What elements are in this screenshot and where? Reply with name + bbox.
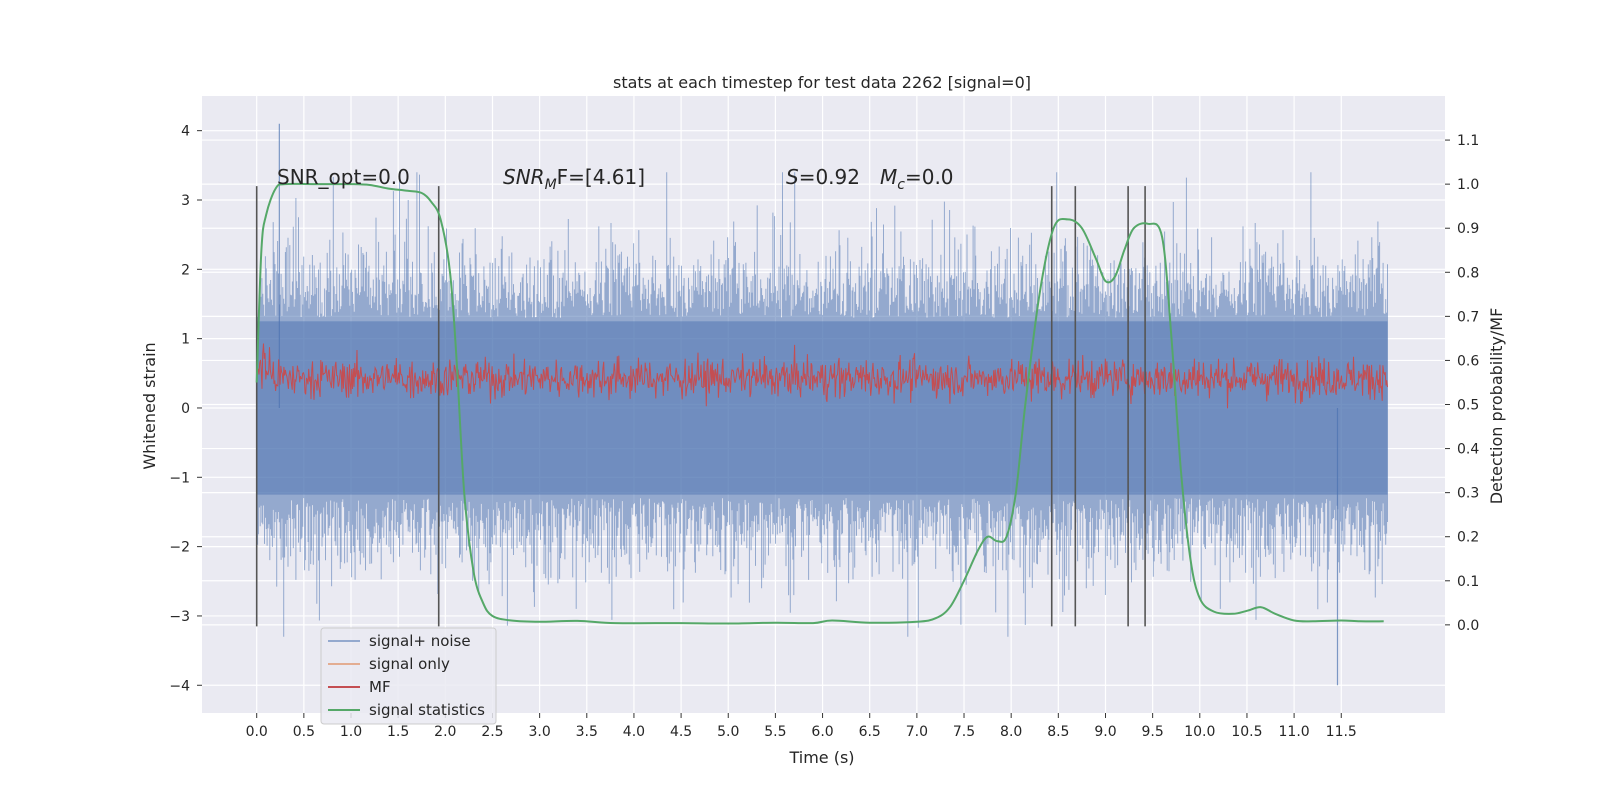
annotation-snr-opt: SNR_opt=0.0 bbox=[277, 165, 410, 189]
x-tick-label: 8.0 bbox=[1000, 724, 1022, 740]
y-tick-label-left: −4 bbox=[169, 678, 190, 694]
legend-label-signal-statistics: signal statistics bbox=[369, 701, 485, 719]
signal-statistics-line bbox=[255, 182, 1384, 625]
y-tick-label-right: 0.5 bbox=[1457, 398, 1479, 414]
y-tick-label-left: 4 bbox=[181, 124, 190, 140]
legend-label-signal-only: signal only bbox=[369, 655, 450, 673]
legend-box bbox=[320, 627, 497, 725]
x-tick-label: 5.5 bbox=[764, 724, 786, 740]
chart-title: stats at each timestep for test data 226… bbox=[613, 73, 1031, 92]
x-tick-label: 10.5 bbox=[1231, 724, 1262, 740]
y-tick-label-right: 0.7 bbox=[1457, 309, 1479, 325]
annotation-s-value: =0.92 bbox=[799, 165, 860, 189]
x-tick-label: 2.0 bbox=[434, 724, 456, 740]
annotation-mc-value: =0.0 bbox=[905, 165, 954, 189]
x-axis-label: Time (s) bbox=[788, 748, 854, 767]
annotation-snr-mf-sub: M bbox=[545, 177, 557, 193]
mf-trace bbox=[256, 343, 1388, 409]
annotation-snr-mf: SNRMF=[4.61] bbox=[503, 165, 645, 193]
annotation-s-symbol: S bbox=[786, 165, 799, 189]
series-mf bbox=[256, 343, 1388, 409]
y-tick-label-left: 1 bbox=[181, 332, 190, 348]
annotation-s: S=0.92 bbox=[786, 165, 860, 189]
y-tick-label-right: 0.4 bbox=[1457, 442, 1479, 458]
y-tick-label-right: 0.9 bbox=[1457, 221, 1479, 237]
x-tick-label: 7.5 bbox=[953, 724, 975, 740]
x-tick-label: 2.5 bbox=[481, 724, 503, 740]
x-tick-label: 10.0 bbox=[1184, 724, 1215, 740]
y-tick-label-left: 2 bbox=[181, 262, 190, 278]
x-tick-label: 9.5 bbox=[1142, 724, 1164, 740]
annotation-mc-symbol: M bbox=[880, 165, 897, 189]
x-tick-label: 11.5 bbox=[1326, 724, 1357, 740]
legend-label-signal-noise: signal+ noise bbox=[369, 632, 471, 650]
annotation-mc-sub: c bbox=[897, 177, 905, 193]
x-tick-label: 4.5 bbox=[670, 724, 692, 740]
x-tick-label: 9.0 bbox=[1094, 724, 1116, 740]
x-tick-label: 0.5 bbox=[293, 724, 315, 740]
legend-label-mf: MF bbox=[369, 678, 391, 696]
x-tick-label: 0.0 bbox=[246, 724, 268, 740]
y-tick-label-left: −1 bbox=[169, 470, 190, 486]
ticks: 0.0 0.5 1.0 1.5 2.0 2.5 3.0 3.5 4.0 4.5 5.0 5.5 6.0 6… bbox=[169, 124, 1479, 740]
y-tick-label-right: 0.1 bbox=[1457, 574, 1479, 590]
x-tick-label: 8.5 bbox=[1047, 724, 1069, 740]
x-tick-label: 5.0 bbox=[717, 724, 739, 740]
annotation-mc: Mc=0.0 bbox=[880, 165, 954, 193]
y-tick-label-right: 1.1 bbox=[1457, 133, 1479, 149]
y-tick-label-left: 3 bbox=[181, 193, 190, 209]
x-tick-label: 3.0 bbox=[528, 724, 550, 740]
y-tick-label-left: −3 bbox=[169, 609, 190, 625]
annotation-snr-mf-base: SNR bbox=[503, 165, 545, 189]
x-tick-label: 3.5 bbox=[576, 724, 598, 740]
annotation-snr-mf-rest: F=[4.61] bbox=[557, 165, 645, 189]
y-axis-label-right: Detection probability/MF bbox=[1487, 308, 1506, 505]
x-tick-label: 11.0 bbox=[1279, 724, 1310, 740]
x-tick-label: 6.0 bbox=[811, 724, 833, 740]
vertical-markers bbox=[255, 186, 1146, 627]
x-tick-label: 1.0 bbox=[340, 724, 362, 740]
y-tick-label-right: 0.3 bbox=[1457, 486, 1479, 502]
x-tick-label: 6.5 bbox=[859, 724, 881, 740]
y-tick-label-right: 0.8 bbox=[1457, 265, 1479, 281]
legend: signal+ noise signal only MF signal stat… bbox=[320, 627, 497, 725]
y-tick-label-right: 0.0 bbox=[1457, 618, 1479, 634]
series-signal-noise bbox=[256, 123, 1388, 686]
y-tick-label-left: −2 bbox=[169, 540, 190, 556]
y-axis-label-left: Whitened strain bbox=[140, 342, 159, 469]
y-tick-label-right: 0.6 bbox=[1457, 353, 1479, 369]
x-tick-label: 7.0 bbox=[906, 724, 928, 740]
y-tick-label-right: 0.2 bbox=[1457, 530, 1479, 546]
y-tick-label-right: 1.0 bbox=[1457, 177, 1479, 193]
y-tick-label-left: 0 bbox=[181, 401, 190, 417]
x-tick-label: 1.5 bbox=[387, 724, 409, 740]
x-tick-label: 4.0 bbox=[623, 724, 645, 740]
series-signal-statistics bbox=[255, 182, 1384, 625]
